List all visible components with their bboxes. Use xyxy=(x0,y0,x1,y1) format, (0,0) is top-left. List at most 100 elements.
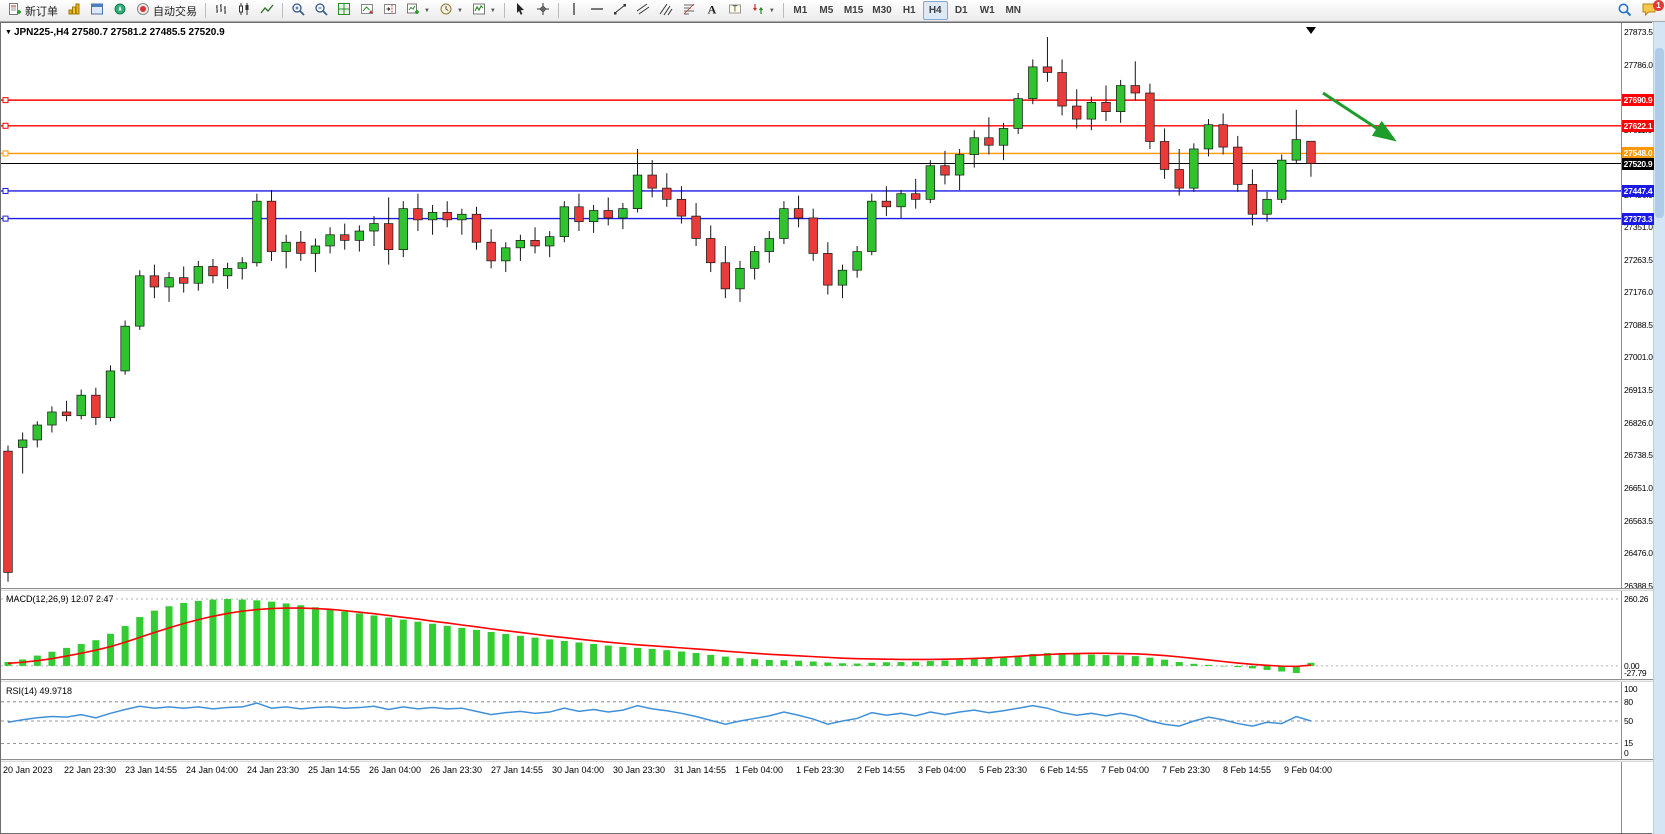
rsi-axis-label: 100 xyxy=(1624,684,1638,694)
crosshair-button[interactable] xyxy=(532,1,554,20)
equidistant-channel-button[interactable] xyxy=(632,1,654,20)
horizontal-line-button[interactable] xyxy=(586,1,608,20)
andrews-pitchfork-button[interactable] xyxy=(655,1,677,20)
chart-shift-button[interactable] xyxy=(379,1,401,20)
tile-windows-button[interactable] xyxy=(333,1,355,20)
trendline-button[interactable] xyxy=(609,1,631,20)
price-axis-label: 27873.5 xyxy=(1624,27,1653,37)
price-axis-label: 26651.0 xyxy=(1624,483,1653,494)
timeframe-button-h1[interactable]: H1 xyxy=(897,1,922,20)
market-watch-button[interactable] xyxy=(63,1,85,20)
time-axis-label: 9 Feb 04:00 xyxy=(1284,765,1333,775)
fibonacci-retracement-icon xyxy=(682,2,696,19)
zoom-in-button[interactable] xyxy=(287,1,309,20)
market-watch-icon xyxy=(67,2,81,19)
timeframe-button-mn[interactable]: MN xyxy=(1001,1,1026,20)
fibonacci-button[interactable] xyxy=(678,1,700,20)
tile-windows-icon xyxy=(337,2,351,19)
bar-chart-icon xyxy=(214,2,228,19)
chart-shift-icon xyxy=(383,2,397,19)
time-axis-label: 7 Feb 04:00 xyxy=(1101,765,1150,775)
auto-scroll-icon xyxy=(360,2,374,19)
search-button[interactable] xyxy=(1613,1,1636,20)
vertical-line-button[interactable] xyxy=(563,1,585,20)
bar-chart-button[interactable] xyxy=(210,1,232,20)
toolbar-separator xyxy=(557,3,559,18)
new-chart-button[interactable]: ▼ xyxy=(402,1,434,20)
timeframe-button-m5[interactable]: M5 xyxy=(814,1,839,20)
time-axis-label: 23 Jan 14:55 xyxy=(125,765,178,775)
price-axis-label: 26826.0 xyxy=(1624,417,1653,428)
new-order-button[interactable]: 新订单 xyxy=(4,1,62,20)
auto-trading-label: 自动交易 xyxy=(153,5,197,18)
text-icon: A xyxy=(705,2,719,19)
navigator-button[interactable] xyxy=(109,1,131,20)
rsi-indicator-chart[interactable] xyxy=(1,683,1621,759)
vertical-scrollbar[interactable] xyxy=(1653,22,1665,834)
macd-label: MACD(12,26,9) 12.07 2.47 xyxy=(6,594,114,604)
cursor-button[interactable] xyxy=(509,1,531,20)
price-axis[interactable]: 27873.527786.027698.527611.027523.527436… xyxy=(1621,23,1654,833)
macd-indicator-chart[interactable] xyxy=(1,591,1621,681)
zoom-out-button[interactable] xyxy=(310,1,332,20)
time-axis-label: 31 Jan 14:55 xyxy=(674,765,727,775)
timeframe-button-h4[interactable]: H4 xyxy=(922,1,948,20)
navigator-icon xyxy=(113,2,127,19)
auto-scroll-button[interactable] xyxy=(356,1,378,20)
time-axis-label: 1 Feb 04:00 xyxy=(735,765,784,775)
vertical-line-icon xyxy=(567,2,581,19)
timeframe-button-d1[interactable]: D1 xyxy=(949,1,974,20)
candlestick-chart[interactable] xyxy=(1,23,1621,589)
auto-trading-icon xyxy=(136,2,150,19)
timeframe-button-m15[interactable]: M15 xyxy=(840,1,867,20)
line-chart-button[interactable] xyxy=(256,1,278,20)
cursor-icon xyxy=(513,2,527,19)
time-axis-label: 24 Jan 04:00 xyxy=(186,765,239,775)
equidistant-channel-icon xyxy=(636,2,650,19)
time-axis-label: 1 Feb 23:30 xyxy=(796,765,845,775)
profiles-button[interactable]: ▼ xyxy=(435,1,467,20)
indicators-button[interactable]: ▼ xyxy=(468,1,500,20)
price-axis-label: 26738.5 xyxy=(1624,450,1653,461)
time-axis-label: 25 Jan 14:55 xyxy=(308,765,361,775)
time-axis-label: 27 Jan 14:55 xyxy=(491,765,544,775)
panel-separator[interactable] xyxy=(1,679,1653,682)
text-label-button[interactable]: T xyxy=(724,1,746,20)
data-window-icon xyxy=(90,2,104,19)
data-window-button[interactable] xyxy=(86,1,108,20)
chevron-down-icon: ▼ xyxy=(768,7,775,14)
candlestick-chart-icon xyxy=(237,2,251,19)
text-button[interactable]: A xyxy=(701,1,723,20)
time-axis-label: 30 Jan 23:30 xyxy=(613,765,666,775)
time-axis-label: 6 Feb 14:55 xyxy=(1040,765,1089,775)
time-axis-label: 5 Feb 23:30 xyxy=(979,765,1028,775)
price-axis-label: 26563.5 xyxy=(1624,515,1653,526)
auto-trading-button[interactable]: 自动交易 xyxy=(132,1,201,20)
panel-separator[interactable] xyxy=(1,588,1653,591)
current-price-tag: 27520.9 xyxy=(1622,157,1654,170)
time-axis-label: 26 Jan 23:30 xyxy=(430,765,483,775)
zoom-out-icon xyxy=(314,2,328,19)
svg-text:T: T xyxy=(732,5,737,14)
collapse-arrow-icon[interactable]: ▼ xyxy=(5,29,12,36)
scrollbar-thumb[interactable] xyxy=(1655,48,1664,218)
arrows-icon xyxy=(751,2,765,19)
toolbar-separator xyxy=(205,3,206,18)
candlestick-chart-button[interactable] xyxy=(233,1,255,20)
new-order-label: 新订单 xyxy=(25,5,58,18)
timeframe-button-m1[interactable]: M1 xyxy=(788,1,813,20)
toolbar-separator xyxy=(503,3,505,18)
arrows-button[interactable]: ▼ xyxy=(747,1,779,20)
chart-panel[interactable]: ▼ JPN225-,H4 27580.7 27581.2 27485.5 2752… xyxy=(0,22,1654,834)
notifications-button[interactable]: 1 xyxy=(1637,0,1664,20)
timeframe-button-m30[interactable]: M30 xyxy=(868,1,895,20)
timeframe-button-w1[interactable]: W1 xyxy=(975,1,1000,20)
time-axis-label: 22 Jan 23:30 xyxy=(64,765,117,775)
symbol-info: ▼ JPN225-,H4 27580.7 27581.2 27485.5 2752… xyxy=(5,27,225,38)
time-axis-label: 7 Feb 23:30 xyxy=(1162,765,1211,775)
hline-price-tag: 27690.9 xyxy=(1622,94,1654,107)
horizontal-line-icon xyxy=(590,2,604,19)
time-axis-label: 24 Jan 23:30 xyxy=(247,765,300,775)
zoom-in-icon xyxy=(291,2,305,19)
rsi-label: RSI(14) 49.9718 xyxy=(6,686,73,696)
